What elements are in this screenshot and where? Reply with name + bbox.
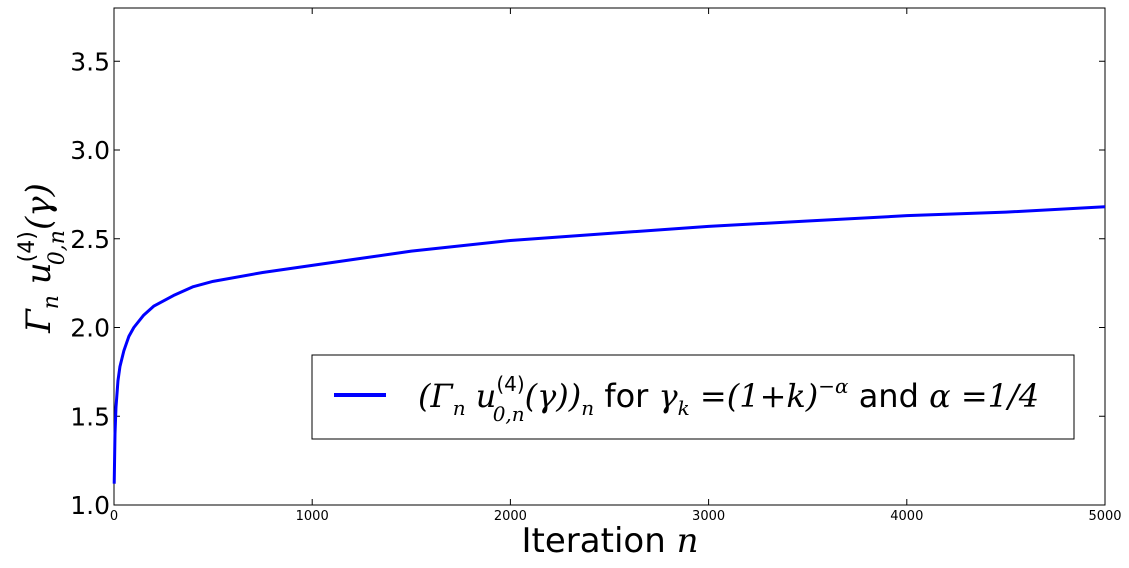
y-axis-label-tail: (γ) — [19, 183, 59, 230]
x-axis-ticks: 0 1000 2000 3000 4000 5000 — [110, 8, 1122, 524]
legend-sub-end: n — [581, 396, 594, 420]
y-axis-label-sub1: n — [39, 295, 64, 309]
legend-exp: −α — [818, 374, 849, 398]
legend-sub-n: n — [453, 396, 466, 420]
legend-alpha: α =1/4 — [929, 377, 1039, 415]
y-tick-label: 1.0 — [70, 491, 110, 520]
legend-eq: =(1+k) — [690, 377, 819, 415]
y-axis-label-main: Γ — [19, 308, 59, 334]
legend-box — [311, 354, 1075, 440]
x-tick-label: 0 — [110, 509, 118, 524]
legend-label: (Γn u(4) 0,n(γ))n for γk =(1+k)−α and α =… — [418, 372, 1039, 426]
legend-gamma-sub: k — [678, 396, 690, 420]
y-tick-label: 1.5 — [70, 402, 110, 431]
y-axis-ticks: 1.0 1.5 2.0 2.5 3.0 3.5 — [70, 47, 1105, 520]
legend-u: u — [466, 377, 497, 415]
legend-and: and — [849, 377, 930, 415]
legend: (Γn u(4) 0,n(γ))n for γk =(1+k)−α and α =… — [311, 354, 1075, 440]
series-line — [112, 205, 1106, 484]
legend-mid: (γ)) — [525, 377, 582, 415]
legend-sup: (4) — [496, 372, 524, 396]
y-axis-label-sub2: 0,n — [45, 230, 70, 265]
y-tick-label: 2.0 — [70, 314, 110, 343]
y-axis-label-sup: (4) — [15, 231, 40, 262]
x-axis-label-var: n — [677, 521, 699, 561]
y-tick-label: 3.0 — [70, 136, 110, 165]
y-axis-label: Γn u(4) 0,n(γ) — [15, 183, 70, 334]
x-axis-label-text: Iteration — [522, 521, 677, 561]
x-axis-label: Iteration n — [522, 521, 699, 561]
legend-open: (Γ — [418, 377, 454, 415]
x-tick-label: 2000 — [494, 509, 527, 524]
legend-gamma: γ — [658, 377, 678, 415]
legend-for: for — [594, 377, 658, 415]
y-tick-label: 3.5 — [70, 47, 110, 76]
legend-sub: 0,n — [493, 402, 525, 426]
x-tick-label: 4000 — [890, 509, 923, 524]
x-tick-label: 1000 — [296, 509, 329, 524]
x-tick-label: 3000 — [692, 509, 725, 524]
x-tick-label: 5000 — [1088, 509, 1121, 524]
y-axis-label-u: u — [19, 262, 59, 295]
y-tick-label: 2.5 — [70, 225, 110, 254]
